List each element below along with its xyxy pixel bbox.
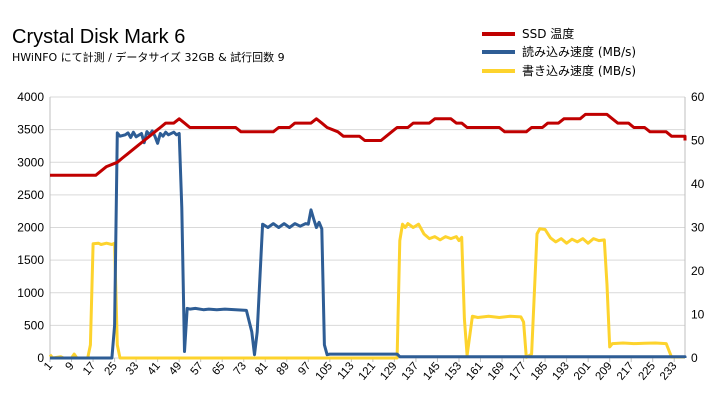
y-tick-label: 500 — [24, 318, 44, 332]
x-tick-label: 153 — [443, 360, 465, 382]
x-tick-label: 201 — [572, 360, 594, 382]
series-line-write — [48, 222, 687, 360]
y-right-tick-label: 40 — [691, 177, 705, 191]
x-tick-label: 209 — [593, 360, 615, 382]
x-tick-label: 105 — [314, 360, 336, 382]
legend-label-temperature: SSD 温度 — [522, 26, 574, 41]
y-axis-right: 0 10 20 30 40 50 60 — [691, 90, 705, 365]
legend: SSD 温度 読み込み速度 (MB/s) 書き込み速度 (MB/s) — [482, 26, 636, 78]
x-tick-label: 113 — [336, 360, 357, 382]
x-tick-label: 33 — [124, 360, 141, 378]
x-tick-label: 185 — [529, 360, 551, 382]
x-tick-label: 81 — [253, 360, 270, 378]
y-tick-label: 1000 — [17, 286, 44, 300]
y-right-tick-label: 20 — [691, 264, 705, 278]
y-tick-label: 2000 — [17, 221, 44, 235]
x-tick-label: 65 — [210, 360, 227, 378]
x-tick-label: 233 — [658, 360, 680, 382]
x-tick-label: 177 — [507, 360, 529, 382]
y-right-tick-label: 0 — [691, 351, 698, 365]
x-tick-label: 49 — [167, 360, 184, 378]
chart-title: Crystal Disk Mark 6 — [12, 26, 185, 48]
y-right-tick-label: 60 — [691, 90, 705, 104]
y-right-tick-label: 30 — [691, 221, 705, 235]
legend-label-write: 書き込み速度 (MB/s) — [522, 63, 636, 78]
y-tick-label: 3000 — [17, 155, 44, 169]
y-tick-label: 2500 — [17, 188, 44, 202]
x-axis: 1 9 17 25 33 41 49 57 65 73 81 89 97 105 113 121 129 137 1… — [42, 358, 680, 383]
x-tick-label: 193 — [550, 360, 572, 382]
x-tick-label: 121 — [357, 360, 379, 382]
series-line-read — [50, 129, 687, 360]
x-tick-label: 25 — [102, 360, 119, 378]
y-tick-label: 4000 — [17, 90, 44, 104]
x-tick-label: 129 — [378, 360, 400, 382]
x-tick-label: 73 — [232, 360, 249, 378]
x-tick-label: 169 — [486, 360, 508, 382]
x-tick-label: 137 — [400, 360, 422, 382]
x-tick-label: 217 — [615, 360, 637, 382]
y-axis-left: 0 500 1000 1500 2000 2500 3000 3500 4000 — [17, 90, 44, 365]
x-tick-label: 1 — [42, 360, 55, 373]
x-tick-label: 145 — [421, 360, 443, 382]
chart-subtitle: HWiNFO にて計測 / データサイズ 32GB & 試行回数 9 — [12, 50, 285, 64]
x-tick-label: 17 — [81, 360, 98, 378]
x-tick-label: 9 — [64, 360, 77, 373]
x-tick-label: 89 — [275, 360, 292, 378]
series-line-temperature — [50, 112, 687, 177]
x-tick-label: 97 — [296, 360, 313, 378]
y-tick-label: 1500 — [17, 253, 44, 267]
y-right-tick-label: 50 — [691, 134, 705, 148]
y-tick-label: 3500 — [17, 123, 44, 137]
x-tick-label: 161 — [464, 360, 486, 382]
x-tick-label: 225 — [636, 360, 658, 382]
x-tick-label: 41 — [146, 360, 163, 378]
y-tick-label: 0 — [37, 351, 44, 365]
legend-label-read: 読み込み速度 (MB/s) — [522, 44, 636, 59]
series-lines — [48, 112, 687, 360]
x-tick-label: 57 — [189, 360, 206, 378]
y-right-tick-label: 10 — [691, 308, 705, 322]
